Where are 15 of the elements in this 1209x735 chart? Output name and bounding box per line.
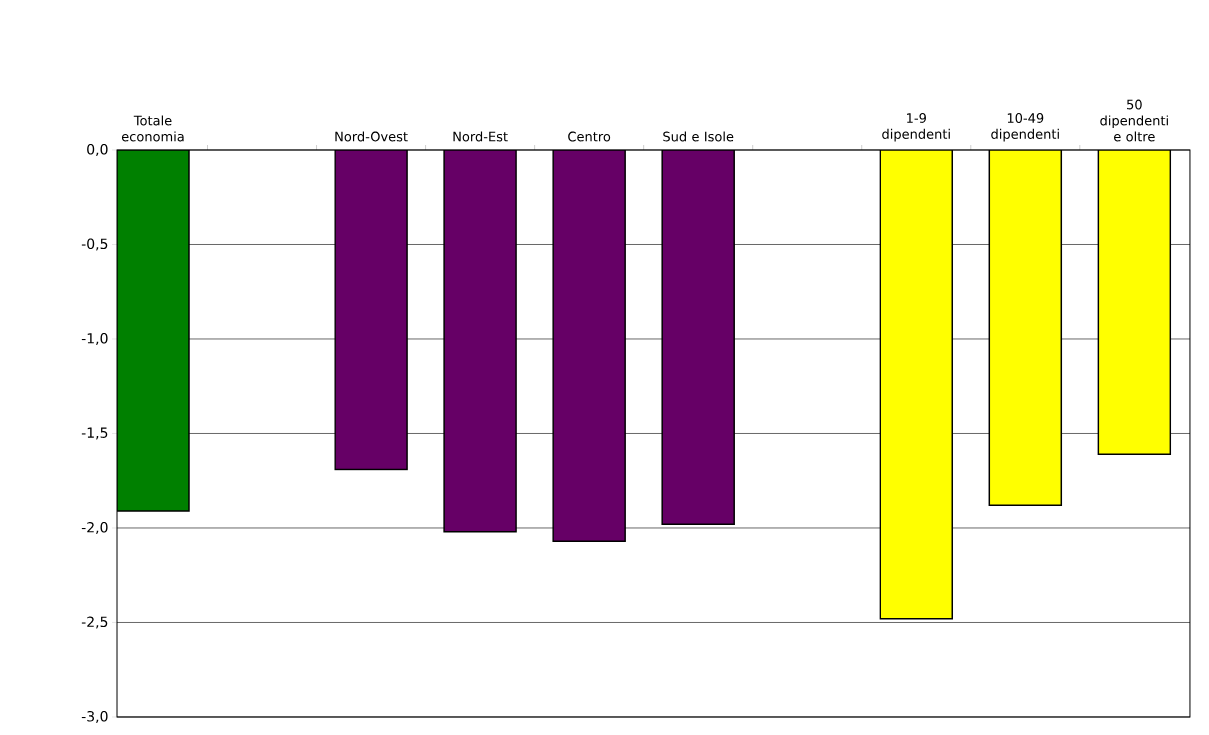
y-tick-label: -2,0: [81, 521, 108, 534]
y-tick-label: -0,5: [81, 238, 108, 251]
y-tick-label: -1,0: [81, 332, 108, 345]
x-tick-label: 10-49 dipendenti: [991, 113, 1059, 142]
y-tick-label: 0,0: [87, 143, 108, 156]
x-tick-label: Nord-Ovest: [335, 131, 408, 142]
x-tick-label: Sud e Isole: [663, 131, 734, 142]
y-tick-label: -1,5: [81, 427, 108, 440]
x-tick-label: 50 dipendenti e oltre: [1100, 99, 1168, 142]
x-tick-label: Totale economia: [121, 115, 184, 142]
x-tick-label: 1-9 dipendenti: [882, 113, 950, 142]
y-tick-label: -3,0: [81, 710, 108, 723]
x-tick-label: Centro: [568, 131, 611, 142]
y-tick-label: -2,5: [81, 616, 108, 629]
x-tick-label: Nord-Est: [453, 131, 508, 142]
